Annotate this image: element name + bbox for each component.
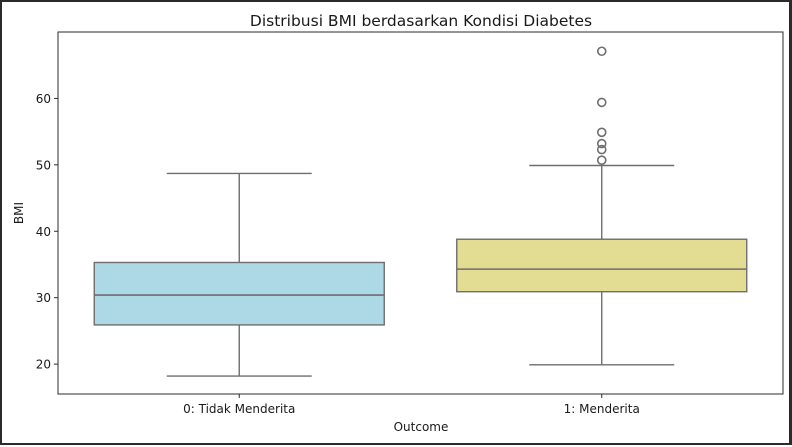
outlier-point — [596, 144, 607, 155]
y-axis: 20 30 40 50 60 — [36, 92, 58, 372]
outlier-point — [596, 127, 607, 138]
outlier-point — [596, 138, 607, 149]
outlier-point — [596, 97, 607, 108]
x-axis-label: Outcome — [394, 420, 449, 434]
y-tick-label: 60 — [36, 92, 51, 106]
y-tick-label: 40 — [36, 225, 51, 239]
box-group — [456, 46, 748, 366]
x-tick-label: 0: Tidak Menderita — [183, 402, 295, 416]
chart-title: Distribusi BMI berdasarkan Kondisi Diabe… — [250, 12, 592, 30]
y-tick-label: 30 — [36, 291, 51, 305]
outlier-point — [596, 155, 607, 165]
box-group — [93, 172, 385, 377]
y-tick-label: 50 — [36, 158, 51, 172]
plot-area-frame — [57, 31, 784, 395]
iqr-box — [456, 238, 748, 293]
outlier-point — [596, 46, 607, 57]
x-tick-label: 1: Menderita — [564, 402, 640, 416]
box-plot-series — [93, 46, 748, 377]
x-axis: 0: Tidak Menderita 1: Menderita — [183, 394, 640, 416]
y-axis-label: BMI — [12, 202, 26, 224]
y-tick-label: 20 — [36, 358, 51, 372]
iqr-box — [93, 261, 385, 326]
